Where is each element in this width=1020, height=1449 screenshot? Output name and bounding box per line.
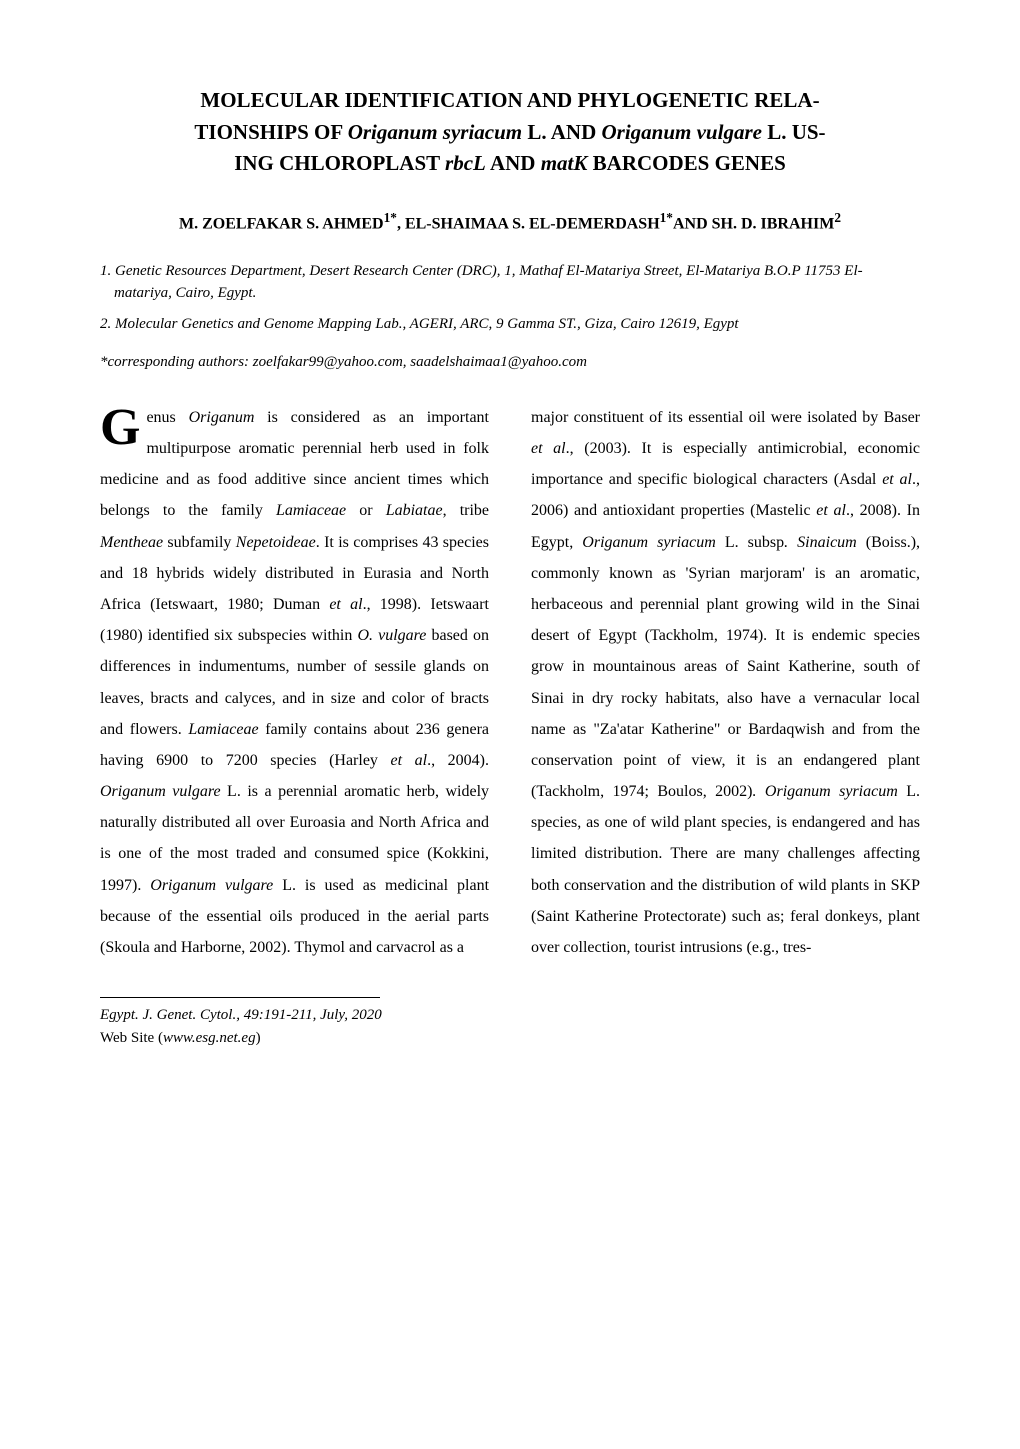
footer-citation: Egypt. J. Genet. Cytol., 49:191-211, Jul… [100,1004,920,1027]
title-line2-it2: Origanum vulgare [602,120,762,144]
footer-divider [100,997,380,998]
author-1-sup: 1* [384,210,397,225]
c2f5: L. subsp [716,534,784,551]
c2i2: et al [882,471,912,488]
c1i7: O. vulgare [357,627,426,644]
c2i3: et al [816,502,846,519]
title-line2-pre: TIONSHIPS OF [194,120,347,144]
corresponding-author: *corresponding authors: zoelfakar99@yaho… [100,351,920,374]
c1i2: Lamiaceae [276,502,346,519]
c1i5: Nepetoideae [236,534,316,551]
title-line3-mid: AND [486,151,541,175]
title-line3-post: BARCODES GENES [587,151,785,175]
c1f4: , tribe [443,502,489,519]
column-right: major constituent of its essential oil w… [531,402,920,963]
title-line3-pre: ING CHLOROPLAST [234,151,445,175]
c1i9: et al [391,752,428,769]
title-line3-it1: rbcL [445,151,486,175]
c1f5: subfamily [163,534,236,551]
body-paragraph-right: major constituent of its essential oil w… [531,402,920,963]
c1i6: et al [329,596,362,613]
title-line2-it1: Origanum syriacum [348,120,522,144]
footer-website-pre: Web Site ( [100,1030,163,1046]
c1i8: Lamiaceae [188,721,258,738]
author-3-sup: 2 [834,210,841,225]
c1i1: Origanum [189,409,255,426]
authors-line: M. ZOELFAKAR S. AHMED1*, EL-SHAIMAA S. E… [100,208,920,236]
column-left: G enus Origanum is considered as an impo… [100,402,489,963]
c2i4: Origanum syriacum [582,534,716,551]
footer-website-post: ) [256,1030,261,1046]
c2f7: L. species, as one of wild plant species… [531,783,920,956]
affiliation-2: 2. Molecular Genetics and Genome Mapping… [100,313,920,336]
author-2: , EL-SHAIMAA S. EL-DEMERDASH [397,215,660,232]
author-1: M. ZOELFAKAR S. AHMED [179,215,384,232]
c2f6: (Boiss.), commonly known as 'Syrian marj… [531,534,920,801]
c2f1: major constituent of its essential oil w… [531,409,920,426]
paper-title: MOLECULAR IDENTIFICATION AND PHYLOGENETI… [100,85,920,180]
c2i1: et al [531,440,566,457]
body-paragraph-left: G enus Origanum is considered as an impo… [100,402,489,963]
c1f10: ., 2004). [427,752,489,769]
c1i10: Origanum vulgare [100,783,221,800]
c1f3: or [346,502,386,519]
corresponding-star: * [100,354,108,370]
affiliation-1: 1. Genetic Resources Department, Desert … [100,260,920,305]
c2i5: . Sinaicum [784,534,857,551]
drop-cap: G [100,402,146,450]
c1f1: enus [146,409,188,426]
title-line3-it2: matK [541,151,588,175]
body-columns: G enus Origanum is considered as an impo… [100,402,920,963]
footer-website-it: www.esg.net.eg [163,1030,256,1046]
c2f2: ., (2003). It is especially antimicrobia… [531,440,920,488]
c1i3: Labiatae [386,502,443,519]
title-line2-post: L. US- [762,120,826,144]
c1i4: Mentheae [100,534,163,551]
title-line2-mid: L. AND [522,120,601,144]
footer-website: Web Site (www.esg.net.eg) [100,1027,920,1050]
corresponding-text: corresponding authors: zoelfakar99@yahoo… [108,354,588,370]
c1i11: Origanum vulgare [150,877,273,894]
author-2-sup: 1* [660,210,673,225]
c2i6: . Origanum syriacum [752,783,897,800]
author-3: AND SH. D. IBRAHIM [673,215,834,232]
title-line1: MOLECULAR IDENTIFICATION AND PHYLOGENETI… [200,88,819,112]
